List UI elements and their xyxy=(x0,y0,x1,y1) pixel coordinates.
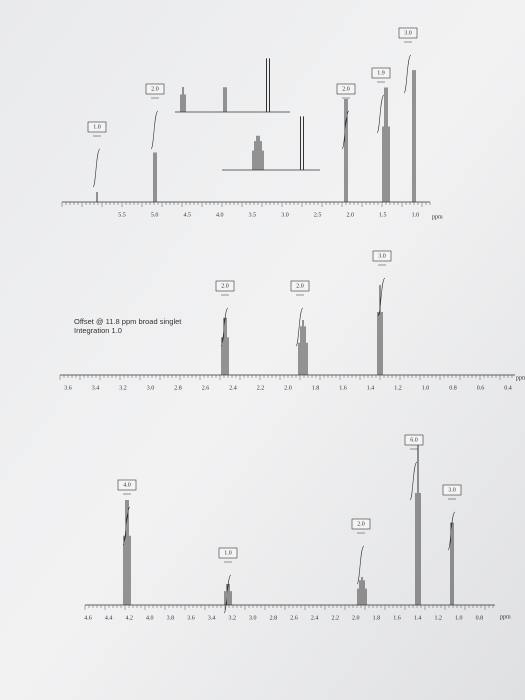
integral-curve xyxy=(377,277,386,317)
axis-tick-label: 2.0 xyxy=(346,212,354,218)
axis-tick-label: 3.0 xyxy=(281,212,289,218)
integration-box xyxy=(218,547,238,559)
axis-tick-label: 2.2 xyxy=(257,385,265,391)
axis-tick-label: 4.0 xyxy=(146,615,154,621)
axis-tick-label: 1.0 xyxy=(422,385,430,391)
integration-box xyxy=(336,83,356,95)
spectra-lines xyxy=(59,27,515,614)
integration-box xyxy=(87,121,107,133)
axis-tick-label: 1.5 xyxy=(379,212,387,218)
axis-unit: ppm xyxy=(500,614,511,620)
integral-curve xyxy=(403,54,412,94)
axis-tick-label: 0.8 xyxy=(476,615,484,621)
axis-tick-label: 3.0 xyxy=(249,615,257,621)
integration-value: 2.0 xyxy=(296,283,304,289)
axis-tick-label: 3.2 xyxy=(228,615,236,621)
offset-note: Integration 1.0 xyxy=(74,326,122,335)
axis-tick-label: 1.8 xyxy=(312,385,320,391)
axis-tick-label: 2.8 xyxy=(174,385,182,391)
axis-tick-label: 3.0 xyxy=(147,385,155,391)
axis-tick-label: 3.8 xyxy=(167,615,175,621)
axis-tick-label: 0.6 xyxy=(477,385,485,391)
axis-tick-label: 2.8 xyxy=(270,615,278,621)
integration-box xyxy=(290,280,310,292)
axis-tick-label: 2.0 xyxy=(352,615,360,621)
axis-unit: ppm xyxy=(432,214,443,220)
integration-box xyxy=(372,250,392,262)
integral-curve xyxy=(150,110,159,150)
integral-curve xyxy=(376,94,385,134)
integration-value: 4.0 xyxy=(123,482,131,488)
axis-tick-label: 1.6 xyxy=(393,615,401,621)
integral-curve xyxy=(295,307,304,347)
axis-tick-label: 2.2 xyxy=(331,615,339,621)
axis-tick-label: 2.4 xyxy=(229,385,237,391)
integration-value: 1.0 xyxy=(224,550,232,556)
axis-tick-label: 1.4 xyxy=(414,615,422,621)
axis-tick-label: 1.4 xyxy=(367,385,375,391)
axis-tick-label: 1.8 xyxy=(373,615,381,621)
axis-tick-label: 2.6 xyxy=(202,385,210,391)
axis-tick-label: 1.2 xyxy=(434,615,442,621)
axis-tick-label: 4.4 xyxy=(105,615,113,621)
axis-tick-label: 4.5 xyxy=(183,212,191,218)
integration-value: 3.0 xyxy=(448,487,456,493)
axis-tick-label: 4.0 xyxy=(216,212,224,218)
axis-unit: ppm xyxy=(516,375,525,381)
axis-tick-label: 3.6 xyxy=(187,615,195,621)
axis-tick-label: 1.2 xyxy=(394,385,402,391)
integration-value: 2.0 xyxy=(151,86,159,92)
axis-tick-label: 2.4 xyxy=(311,615,319,621)
integration-value: 2.0 xyxy=(357,521,365,527)
integral-curve xyxy=(409,461,418,501)
integration-value: 3.0 xyxy=(404,30,412,36)
axis-tick-label: 3.4 xyxy=(92,385,100,391)
integration-box xyxy=(351,518,371,530)
integration-value: 3.0 xyxy=(378,253,386,259)
axis-tick-label: 1.6 xyxy=(339,385,347,391)
axis-tick-label: 5.5 xyxy=(118,212,126,218)
integration-box xyxy=(404,434,424,446)
integration-box xyxy=(398,27,418,39)
integral-curve xyxy=(447,511,456,551)
axis-tick-label: 0.8 xyxy=(449,385,457,391)
axis-tick-label: 1.0 xyxy=(412,212,420,218)
axis-tick-label: 0.4 xyxy=(504,385,512,391)
axis-tick-label: 1.0 xyxy=(455,615,463,621)
axis-tick-label: 3.6 xyxy=(64,385,72,391)
axis-tick-label: 3.4 xyxy=(208,615,216,621)
integration-box xyxy=(442,484,462,496)
integral-curve xyxy=(223,574,232,614)
integral-curve xyxy=(122,506,131,546)
axis-tick-label: 4.2 xyxy=(125,615,133,621)
integration-box xyxy=(371,67,391,79)
axis-tick-label: 2.5 xyxy=(314,212,322,218)
integration-box xyxy=(117,479,137,491)
axis-tick-label: 3.2 xyxy=(119,385,127,391)
integration-value: 6.0 xyxy=(410,437,418,443)
integration-value: 1.0 xyxy=(93,124,101,130)
integration-box xyxy=(215,280,235,292)
integral-curve xyxy=(92,148,101,188)
integral-curve xyxy=(220,307,229,347)
offset-note: Offset @ 11.8 ppm broad singlet xyxy=(74,317,182,326)
integration-value: 2.0 xyxy=(221,283,229,289)
integration-value: 2.0 xyxy=(342,86,350,92)
axis-tick-label: 3.5 xyxy=(249,212,257,218)
axis-tick-label: 2.0 xyxy=(284,385,292,391)
axis-tick-label: 4.6 xyxy=(84,615,92,621)
axis-tick-label: 5.0 xyxy=(151,212,159,218)
integral-curve xyxy=(341,110,350,150)
integral-curve xyxy=(356,545,365,585)
integration-box xyxy=(145,83,165,95)
axis-tick-label: 2.6 xyxy=(290,615,298,621)
integration-value: 1.9 xyxy=(377,70,385,76)
